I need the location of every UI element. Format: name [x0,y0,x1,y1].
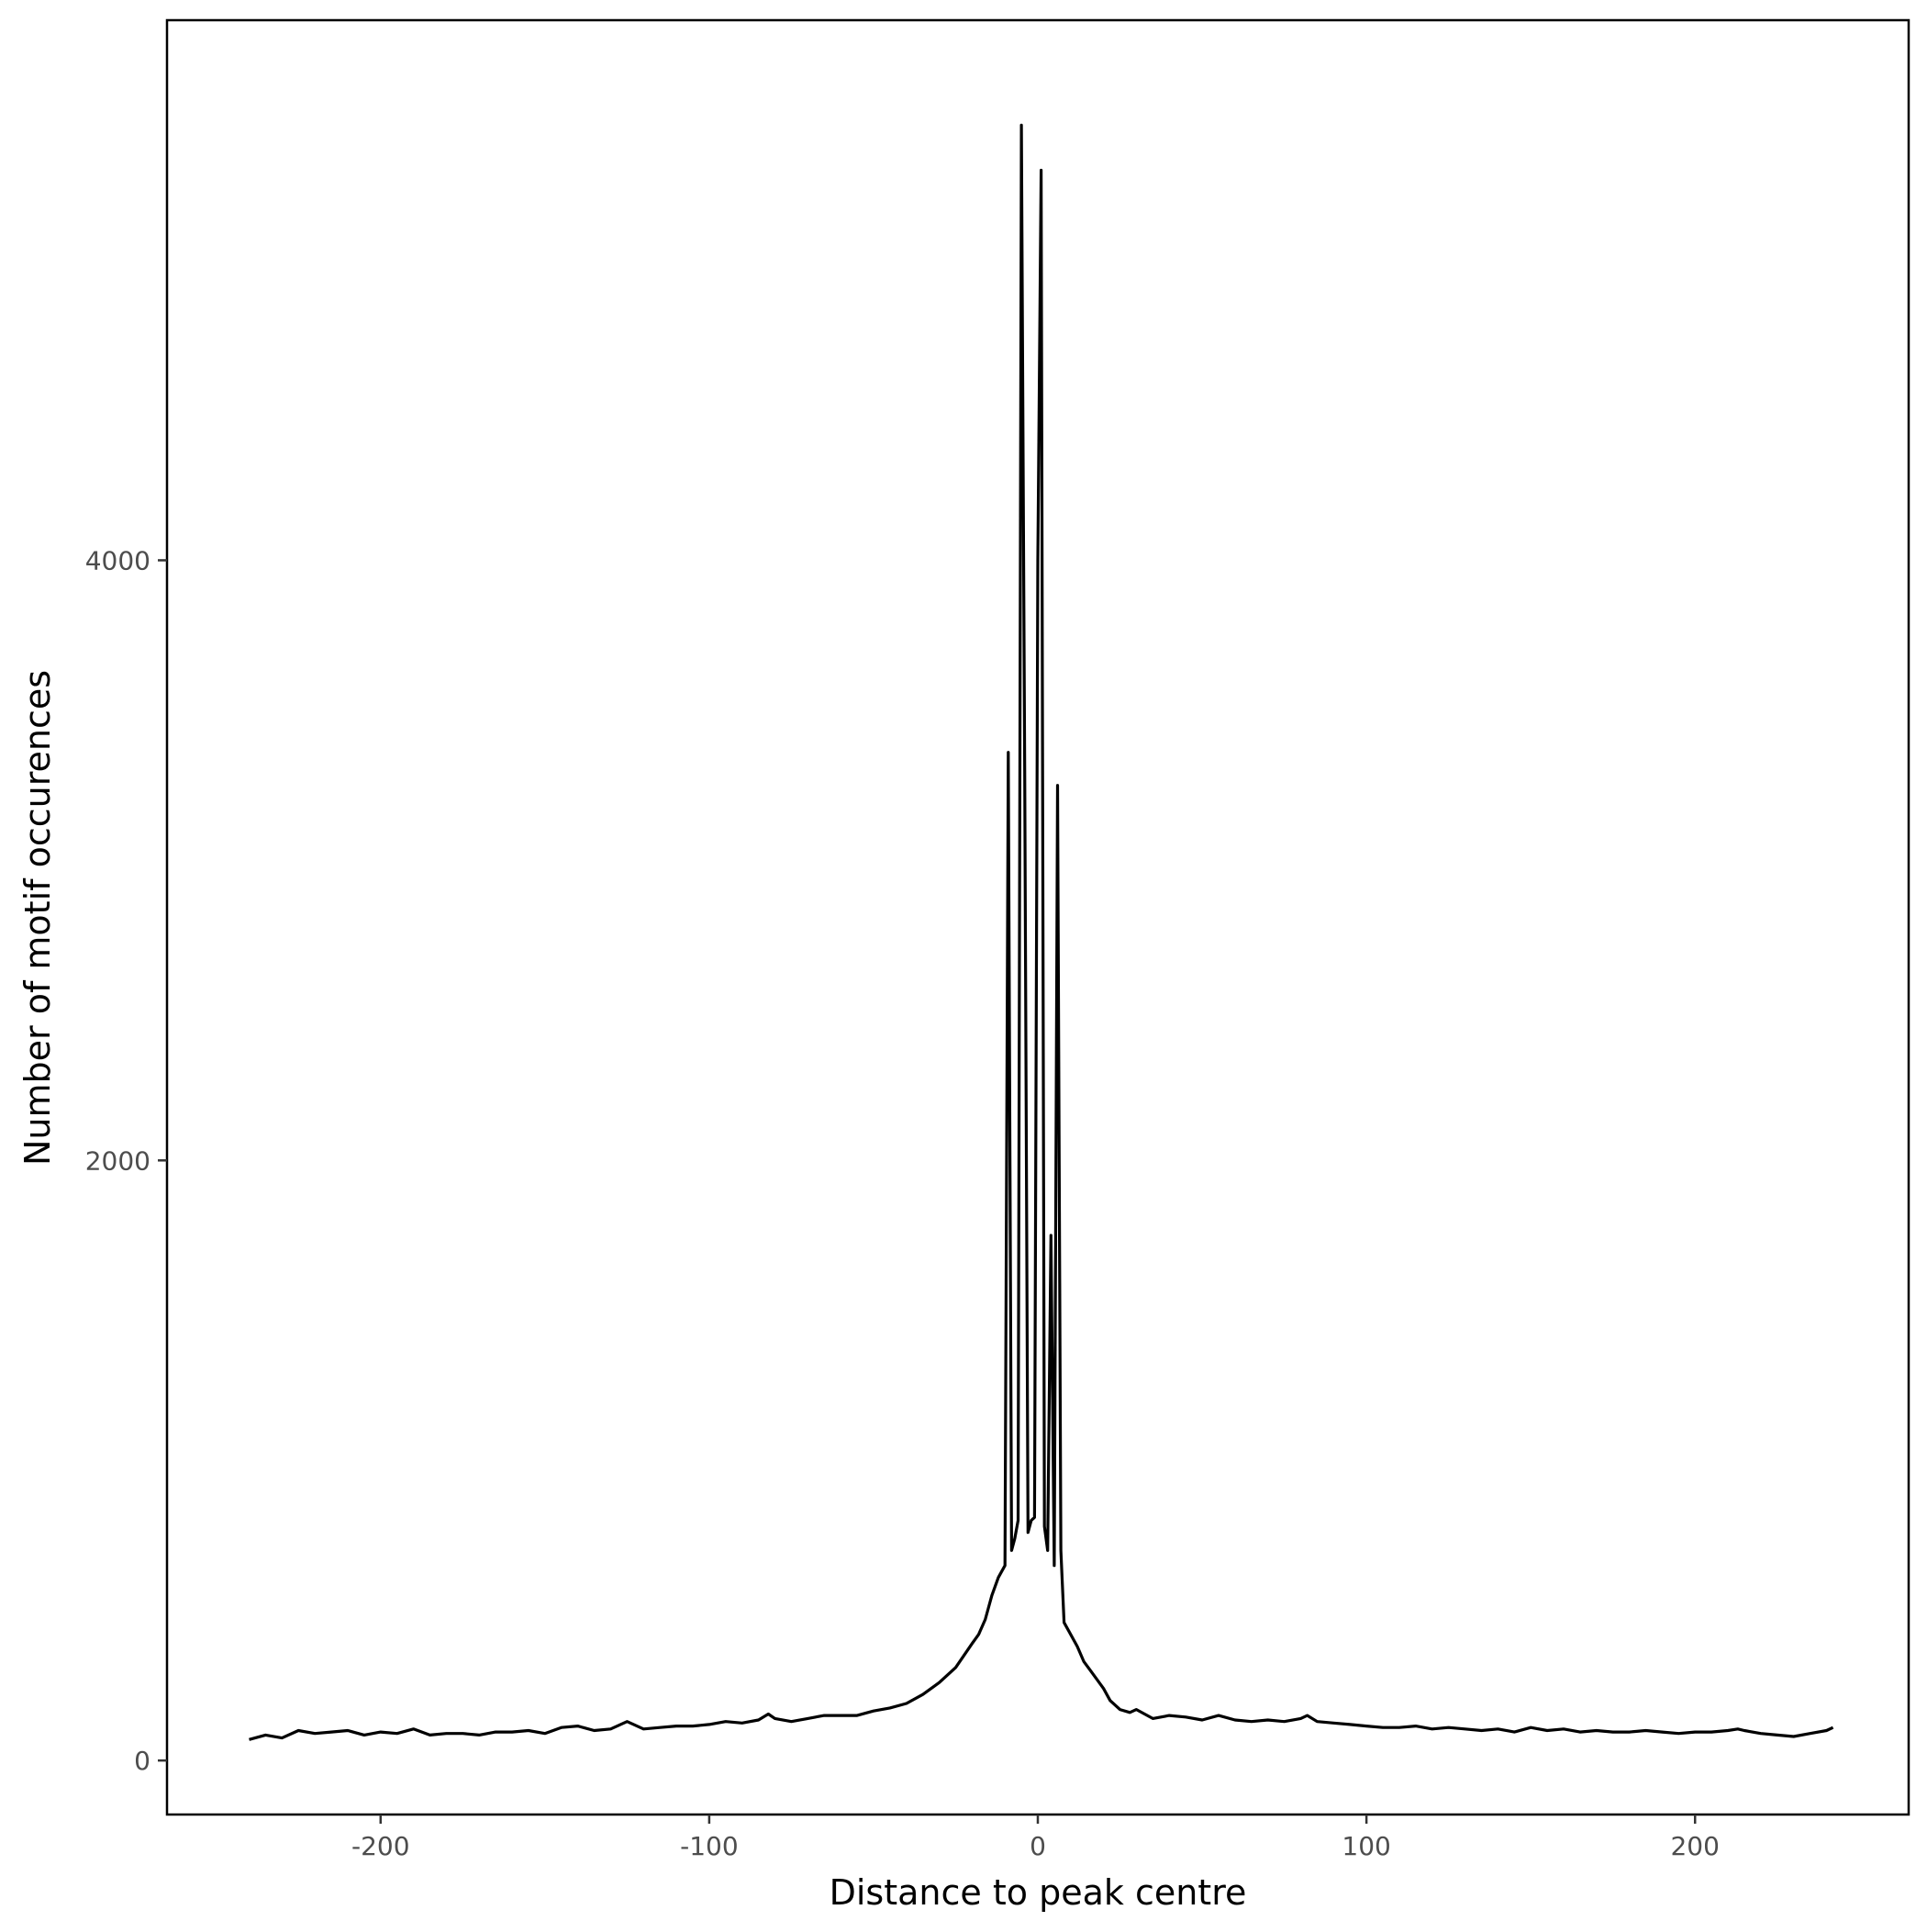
y-tick-label: 4000 [85,545,150,575]
y-tick-label: 2000 [85,1145,150,1176]
x-tick-label: 100 [1342,1831,1390,1861]
y-tick-label: 0 [134,1746,150,1776]
y-axis: 0 2000 4000 [85,545,167,1776]
x-tick-label: 0 [1030,1831,1046,1861]
x-tick-label: 200 [1670,1831,1719,1861]
series-line [249,123,1834,1741]
x-tick-label: -100 [680,1831,739,1861]
y-axis-title: Number of motif occurences [17,670,58,1166]
x-tick-label: -200 [351,1831,410,1861]
x-axis: -200 -100 0 100 200 [351,1815,1720,1861]
x-axis-title: Distance to peak centre [830,1872,1247,1913]
